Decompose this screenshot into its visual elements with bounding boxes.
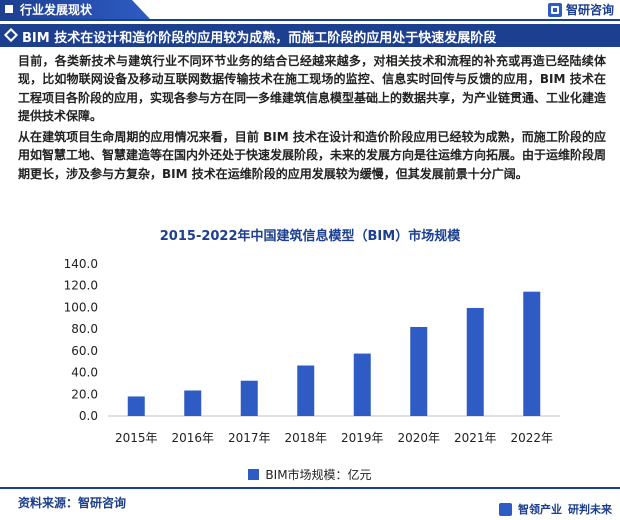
brand-logo-icon (547, 2, 562, 17)
section-title: BIM 技术在设计和造价阶段的应用较为成熟，而施工阶段的应用处于快速发展阶段 (22, 31, 497, 46)
header-tag: 行业发展现状 (0, 0, 150, 19)
bar (523, 291, 541, 416)
header-tag-label: 行业发展现状 (20, 3, 93, 17)
footer-logo-icon (499, 502, 512, 516)
footer-bar: 资料来源：智研咨询 智领产业 研判未来 (0, 487, 620, 520)
slogan-1: 智领产业 (518, 503, 562, 516)
x-tick-label: 2016年 (171, 431, 214, 445)
legend-swatch (248, 469, 260, 480)
y-tick-label: 60.0 (71, 344, 98, 358)
source-note: 资料来源：智研咨询 (18, 496, 127, 510)
bar (127, 396, 145, 416)
bar (410, 326, 428, 416)
y-tick-label: 80.0 (71, 322, 98, 336)
slogan-2: 研判未来 (568, 503, 612, 516)
x-tick-label: 2022年 (510, 431, 553, 445)
footer-slogan: 智领产业 研判未来 (499, 501, 612, 517)
bar (240, 380, 258, 416)
brand: 智研咨询 (547, 1, 614, 18)
bar (184, 390, 202, 416)
section-title-bar: BIM 技术在设计和造价阶段的应用较为成熟，而施工阶段的应用处于快速发展阶段 (0, 24, 620, 47)
x-tick-label: 2018年 (284, 431, 327, 445)
y-tick-label: 140.0 (64, 257, 98, 271)
x-tick-label: 2015年 (115, 431, 158, 445)
x-tick-label: 2020年 (397, 431, 440, 445)
top-header-bar: 行业发展现状 智研咨询 (0, 0, 620, 21)
x-tick-label: 2019年 (341, 431, 384, 445)
bar (353, 353, 371, 416)
y-tick-label: 40.0 (71, 366, 98, 380)
square-bullet-icon (5, 5, 13, 13)
chart-title: 2015-2022年中国建筑信息模型（BIM）市场规模 (159, 229, 461, 244)
chart-legend: BIM市场规模：亿元 (0, 466, 620, 483)
paragraph-2: 从在建筑项目生命周期的应用情况来看，目前 BIM 技术在设计和造价阶段应用已经较… (18, 130, 607, 181)
legend-label: BIM市场规模：亿元 (265, 468, 372, 482)
x-tick-label: 2017年 (228, 431, 271, 445)
bar (466, 307, 484, 416)
bar (297, 365, 315, 416)
y-tick-label: 20.0 (71, 387, 98, 401)
paragraph-1: 目前，各类新技术与建筑行业不同环节业务的结合已经越来越多，对相关技术和流程的补充… (18, 54, 607, 124)
bar-chart: 0.0 20.0 40.0 60.0 80.0 100.0 120.0 140.0 2015年 2… (64, 257, 560, 445)
y-tick-label: 120.0 (64, 279, 98, 293)
y-tick-label: 100.0 (64, 300, 98, 314)
x-tick-label: 2021年 (454, 431, 497, 445)
brand-name: 智研咨询 (565, 3, 614, 17)
diamond-bullet-icon (3, 27, 19, 43)
y-tick-label: 0.0 (79, 409, 98, 423)
